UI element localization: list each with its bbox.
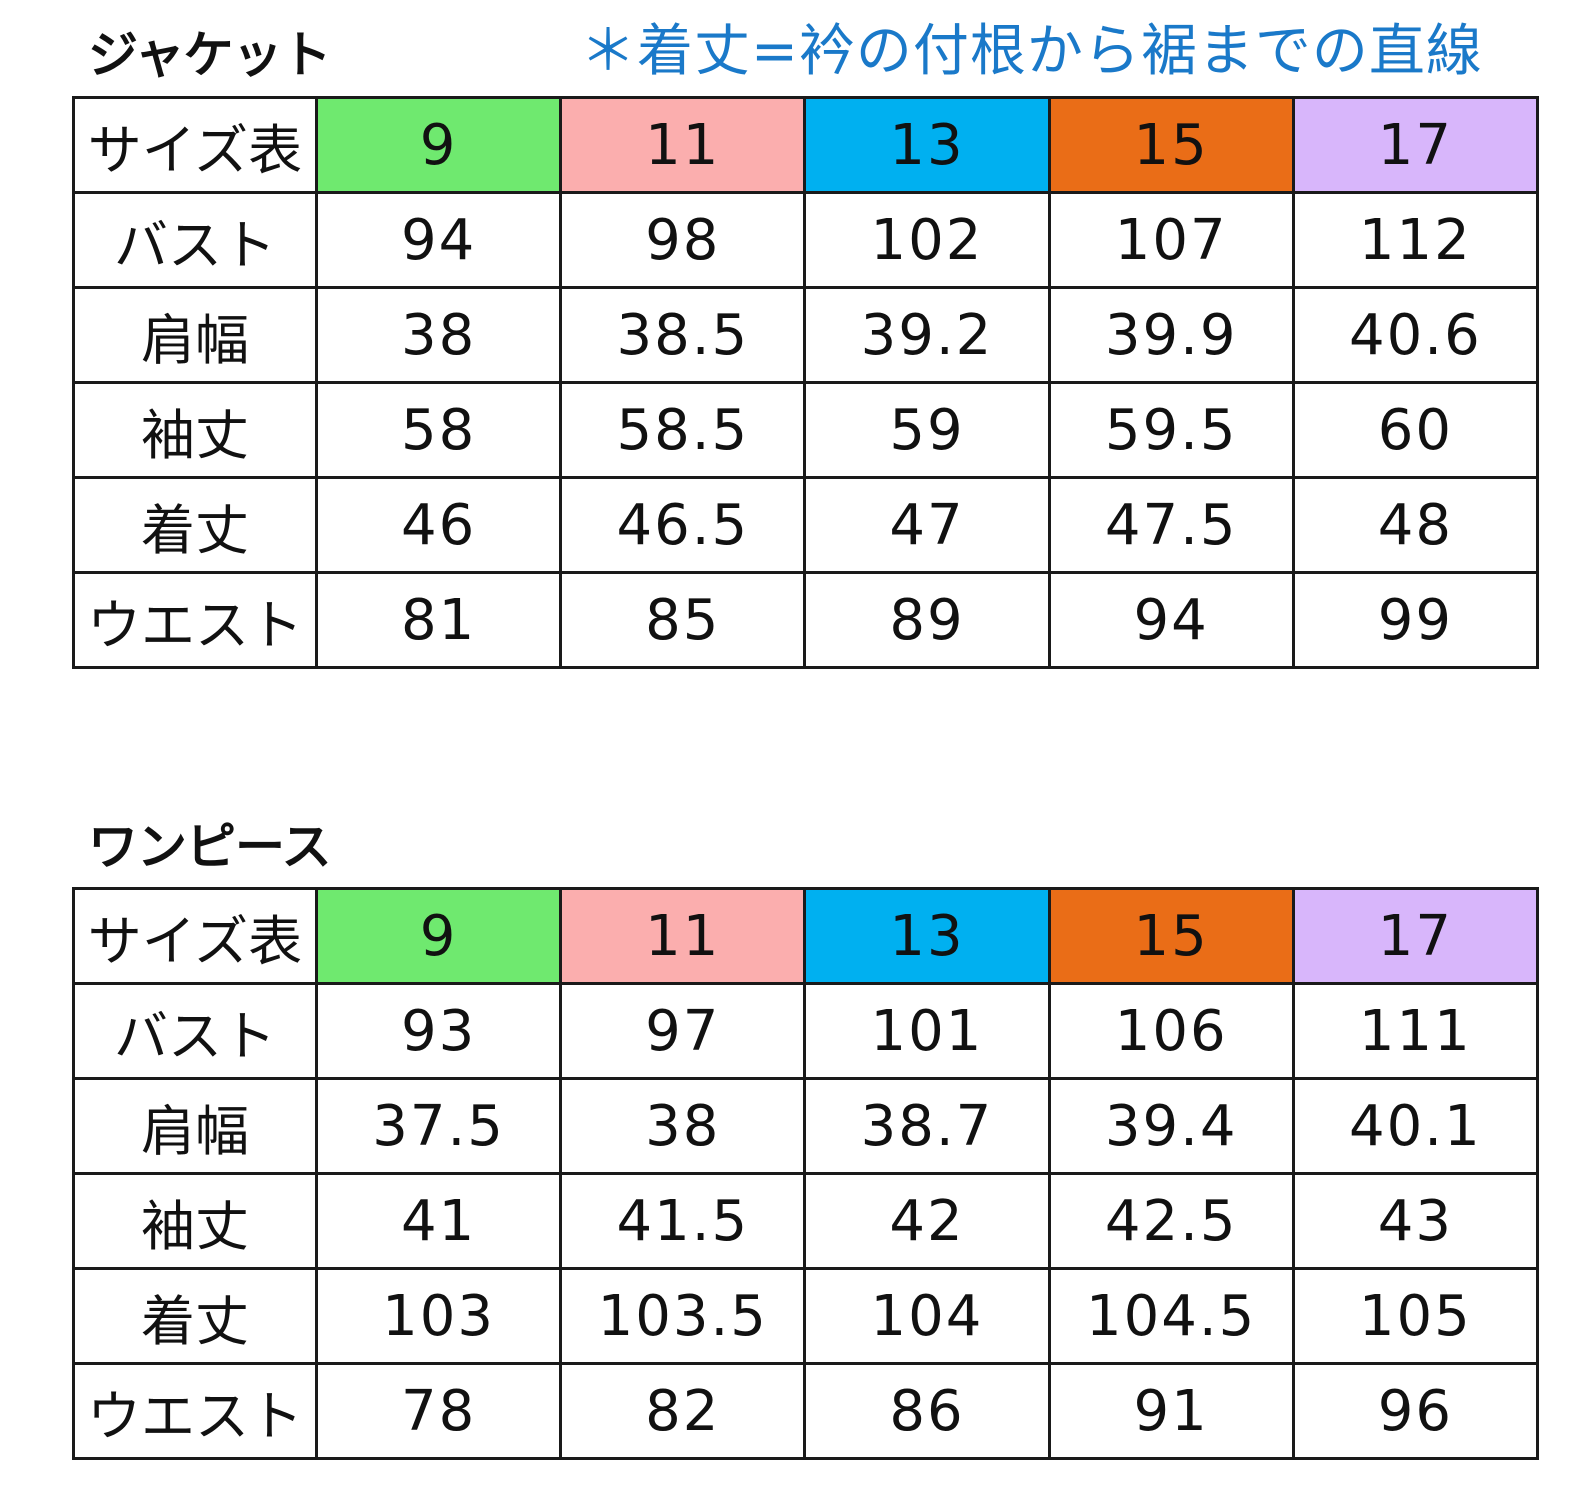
table-cell: 60 <box>1291 381 1540 479</box>
table-row: 肩幅 37.5 38 38.7 39.4 40.1 <box>72 1077 1540 1175</box>
table-row: 袖丈 41 41.5 42 42.5 43 <box>72 1172 1540 1270</box>
table-cell: 42.5 <box>1047 1172 1295 1270</box>
row-label: バスト <box>72 982 318 1080</box>
table-cell: 89 <box>803 571 1051 669</box>
row-label: 着丈 <box>72 1267 318 1365</box>
table-cell: 99 <box>1291 571 1540 669</box>
table-cell: 59.5 <box>1047 381 1295 479</box>
table-cell: 112 <box>1291 191 1540 289</box>
table-cell: 85 <box>559 571 807 669</box>
table-cell: 41 <box>314 1172 563 1270</box>
onepiece-title: ワンピース <box>88 818 331 876</box>
jacket-size-table: サイズ表 9 11 13 15 17 バスト 94 98 102 107 112 肩幅 38 38.5 39.… <box>72 96 1540 669</box>
size-header-13: 13 <box>803 96 1051 194</box>
table-row: 着丈 46 46.5 47 47.5 48 <box>72 476 1540 574</box>
row-label: バスト <box>72 191 318 289</box>
table-cell: 40.1 <box>1291 1077 1540 1175</box>
size-header-11: 11 <box>559 96 807 194</box>
table-cell: 96 <box>1291 1362 1540 1460</box>
table-cell: 47 <box>803 476 1051 574</box>
header-row: サイズ表 9 11 13 15 17 <box>72 887 1540 985</box>
row-label: ウエスト <box>72 571 318 669</box>
table-cell: 103 <box>314 1267 563 1365</box>
length-note: ＊着丈=衿の付根から裾までの直線 <box>580 19 1483 84</box>
size-header-9: 9 <box>314 96 563 194</box>
table-cell: 98 <box>559 191 807 289</box>
table-cell: 47.5 <box>1047 476 1295 574</box>
size-header-11: 11 <box>559 887 807 985</box>
table-cell: 107 <box>1047 191 1295 289</box>
row-label: 袖丈 <box>72 381 318 479</box>
table-cell: 41.5 <box>559 1172 807 1270</box>
table-cell: 104 <box>803 1267 1051 1365</box>
table-cell: 43 <box>1291 1172 1540 1270</box>
table-cell: 105 <box>1291 1267 1540 1365</box>
table-cell: 59 <box>803 381 1051 479</box>
table-cell: 106 <box>1047 982 1295 1080</box>
table-cell: 94 <box>314 191 563 289</box>
table-row: バスト 94 98 102 107 112 <box>72 191 1540 289</box>
table-row: ウエスト 81 85 89 94 99 <box>72 571 1540 669</box>
row-label: ウエスト <box>72 1362 318 1460</box>
table-cell: 101 <box>803 982 1051 1080</box>
size-header-17: 17 <box>1291 887 1540 985</box>
size-table-label: サイズ表 <box>72 96 318 194</box>
size-header-17: 17 <box>1291 96 1540 194</box>
table-cell: 39.2 <box>803 286 1051 384</box>
table-cell: 91 <box>1047 1362 1295 1460</box>
table-row: 袖丈 58 58.5 59 59.5 60 <box>72 381 1540 479</box>
size-header-9: 9 <box>314 887 563 985</box>
table-cell: 46.5 <box>559 476 807 574</box>
size-header-15: 15 <box>1047 96 1295 194</box>
table-cell: 39.9 <box>1047 286 1295 384</box>
table-row: ウエスト 78 82 86 91 96 <box>72 1362 1540 1460</box>
size-header-13: 13 <box>803 887 1051 985</box>
table-cell: 40.6 <box>1291 286 1540 384</box>
table-cell: 38.7 <box>803 1077 1051 1175</box>
table-cell: 39.4 <box>1047 1077 1295 1175</box>
table-cell: 93 <box>314 982 563 1080</box>
header-row: サイズ表 9 11 13 15 17 <box>72 96 1540 194</box>
table-cell: 104.5 <box>1047 1267 1295 1365</box>
size-header-15: 15 <box>1047 887 1295 985</box>
table-cell: 37.5 <box>314 1077 563 1175</box>
table-row: 着丈 103 103.5 104 104.5 105 <box>72 1267 1540 1365</box>
table-cell: 102 <box>803 191 1051 289</box>
table-cell: 38 <box>559 1077 807 1175</box>
row-label: 袖丈 <box>72 1172 318 1270</box>
table-cell: 97 <box>559 982 807 1080</box>
row-label: 肩幅 <box>72 1077 318 1175</box>
size-table-label: サイズ表 <box>72 887 318 985</box>
table-cell: 78 <box>314 1362 563 1460</box>
onepiece-size-table: サイズ表 9 11 13 15 17 バスト 93 97 101 106 111 肩幅 37.5 38 38.… <box>72 887 1540 1460</box>
table-cell: 81 <box>314 571 563 669</box>
table-cell: 38 <box>314 286 563 384</box>
table-row: 肩幅 38 38.5 39.2 39.9 40.6 <box>72 286 1540 384</box>
row-label: 肩幅 <box>72 286 318 384</box>
table-row: バスト 93 97 101 106 111 <box>72 982 1540 1080</box>
table-cell: 46 <box>314 476 563 574</box>
table-cell: 103.5 <box>559 1267 807 1365</box>
table-cell: 58 <box>314 381 563 479</box>
table-cell: 38.5 <box>559 286 807 384</box>
row-label: 着丈 <box>72 476 318 574</box>
jacket-title: ジャケット <box>88 26 331 84</box>
table-cell: 42 <box>803 1172 1051 1270</box>
table-cell: 86 <box>803 1362 1051 1460</box>
table-cell: 111 <box>1291 982 1540 1080</box>
table-cell: 48 <box>1291 476 1540 574</box>
table-cell: 58.5 <box>559 381 807 479</box>
table-cell: 94 <box>1047 571 1295 669</box>
table-cell: 82 <box>559 1362 807 1460</box>
